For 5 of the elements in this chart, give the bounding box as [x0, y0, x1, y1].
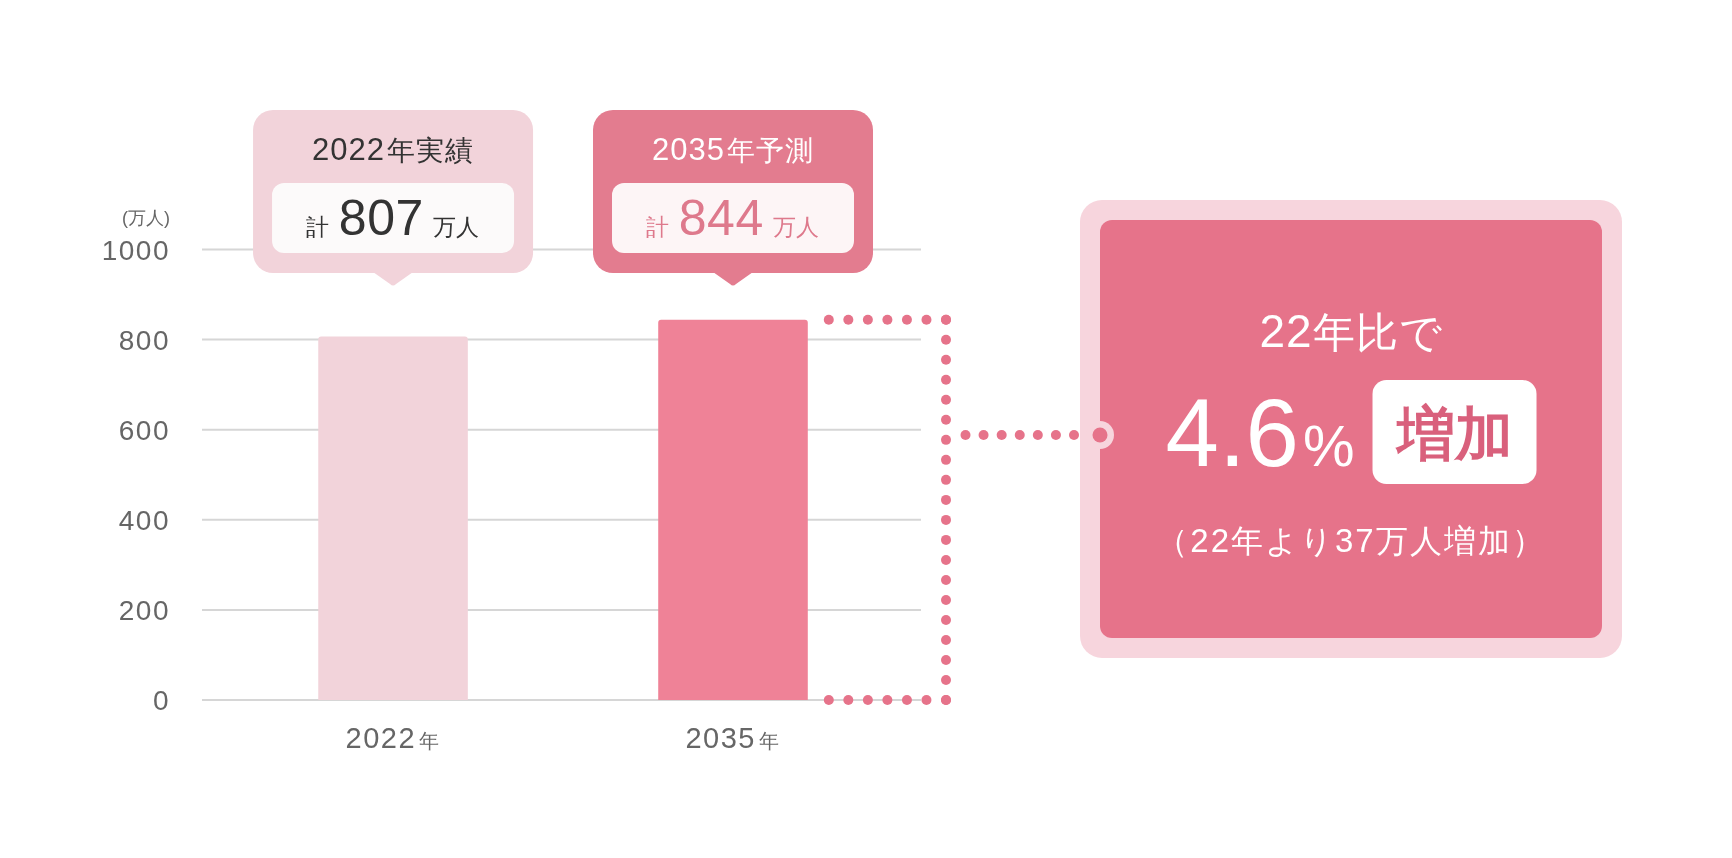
annotation: 22年比で: [1259, 305, 1443, 357]
annotation: 増加: [1396, 401, 1513, 466]
annotation: 2035年予測: [652, 132, 814, 167]
annotation: 2022年実績: [312, 132, 475, 167]
annotation: 4.6%: [1165, 379, 1355, 486]
